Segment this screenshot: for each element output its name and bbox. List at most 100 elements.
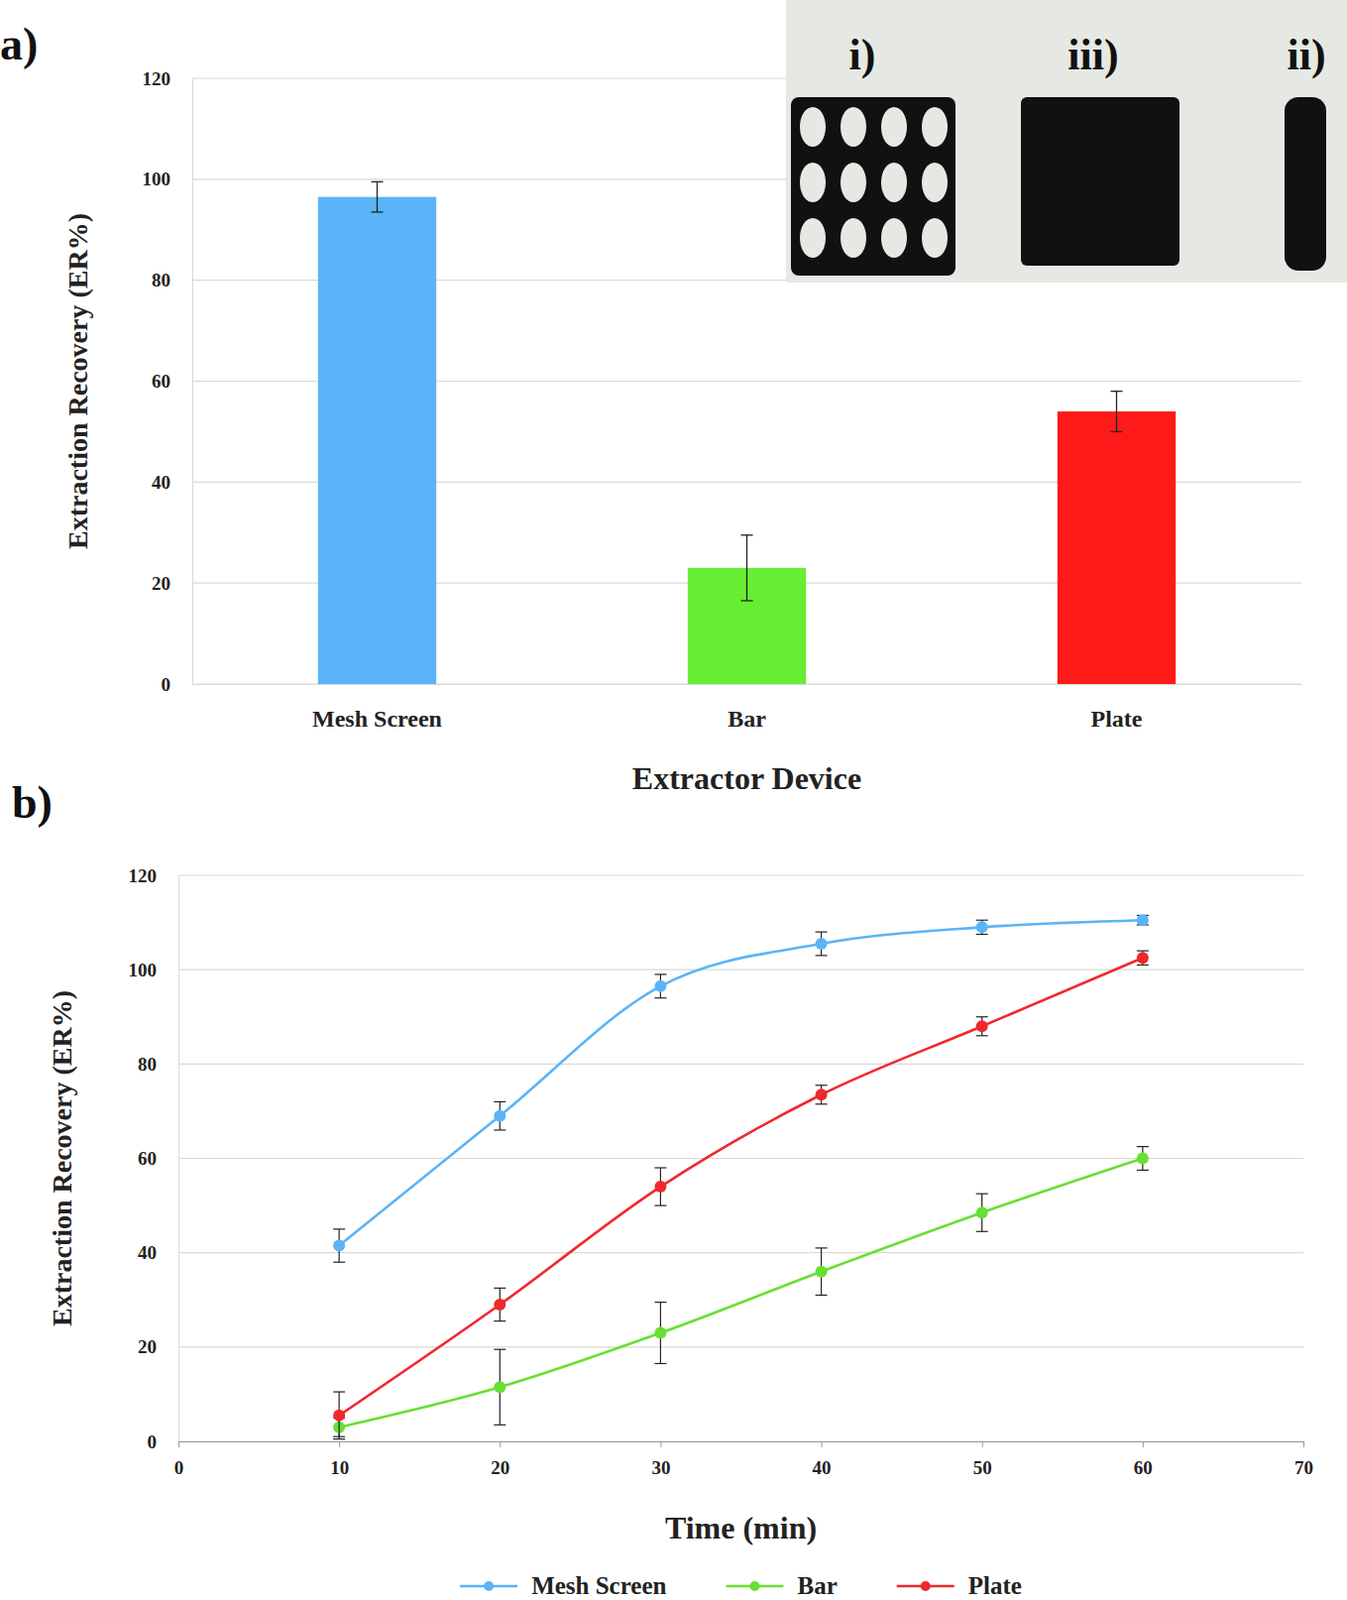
legend-item: Mesh Screen (459, 1571, 667, 1599)
error-bar-part (1136, 964, 1149, 966)
error-bar-part (333, 1438, 345, 1440)
inset-photo: i) iii) ii) (785, 0, 1347, 283)
error-bar-part (654, 973, 667, 975)
point (815, 1265, 828, 1278)
grid-line (178, 969, 1304, 971)
error-bar-part (493, 1348, 506, 1350)
y-tick: 0 (161, 673, 194, 695)
chart-b: 020406080100120010203040506070b)Time (mi… (11, 777, 1314, 1599)
error-bar (976, 1193, 989, 1232)
error-bar-part (371, 211, 384, 213)
error-bar-part (815, 930, 828, 932)
y-axis-line (178, 876, 180, 1443)
error-bar (815, 1247, 828, 1296)
x-tick: Mesh Screen (312, 683, 443, 732)
mesh-device (790, 97, 956, 276)
x-axis: 010203040506070 (174, 1441, 1314, 1478)
mesh-hole (921, 162, 948, 203)
point (815, 937, 828, 950)
y-tick-label: 60 (137, 1147, 157, 1169)
error-bar-part (976, 1015, 989, 1017)
y-tick-label: 80 (137, 1053, 157, 1075)
error-bar-part (746, 535, 748, 601)
mesh-hole (840, 107, 867, 147)
error-bar-part (815, 1103, 828, 1105)
x-tick-mark (660, 1441, 662, 1448)
y-axis-title: Extraction Recovery (ER%) (46, 990, 78, 1327)
y-tick: 80 (151, 269, 193, 291)
legend-label: Bar (796, 1571, 837, 1599)
error-bar-part (654, 1204, 667, 1206)
y-axis: 020406080100120 (128, 865, 180, 1453)
error-bar (654, 1302, 667, 1364)
y-tick: 0 (147, 1431, 180, 1453)
y-axis-line (192, 79, 194, 685)
error-bar-part (654, 1301, 667, 1303)
line (338, 919, 1143, 1245)
x-tick: 40 (812, 1441, 832, 1478)
mesh-hole (799, 162, 826, 203)
error-bar-part (1111, 390, 1123, 392)
error-bar (976, 1016, 989, 1036)
x-tick-label: 70 (1294, 1457, 1314, 1478)
y-tick-label: 0 (147, 1431, 158, 1453)
error-bar-part (654, 1166, 667, 1168)
point (976, 1019, 989, 1032)
mesh-hole (799, 218, 826, 258)
inset-label: i) (849, 30, 877, 80)
panel-label: b) (11, 777, 53, 828)
chart-a: 020406080100120Mesh ScreenBarPlatea)Extr… (0, 0, 1347, 796)
point (1136, 1152, 1149, 1165)
grid-line (178, 1063, 1304, 1065)
error-bar (976, 919, 989, 934)
y-axis-title: Extraction Recovery (ER%) (62, 213, 94, 550)
error-bar-part (976, 919, 989, 921)
error-bar-part (976, 1193, 989, 1195)
error-bar-part (333, 1261, 345, 1263)
error-bar-part (976, 933, 989, 935)
legend-label: Mesh Screen (531, 1571, 667, 1599)
bar-device (1284, 97, 1327, 271)
error-bar-part (333, 1390, 345, 1392)
error-bar (493, 1348, 506, 1425)
error-bar (815, 931, 828, 956)
y-tick: 20 (137, 1336, 179, 1357)
inset-label: iii) (1067, 30, 1119, 80)
error-bar (371, 181, 384, 213)
plot-area (333, 913, 1149, 1439)
x-tick-mark (1142, 1441, 1144, 1448)
error-bar-part (654, 997, 667, 999)
error-bar (333, 1229, 345, 1262)
x-tick: 30 (651, 1441, 671, 1478)
error-bar (1111, 391, 1123, 433)
point (1136, 951, 1149, 964)
x-tick-label: 20 (490, 1457, 510, 1478)
grid-line (178, 1346, 1304, 1347)
point (654, 980, 667, 993)
grid-line (178, 1157, 1304, 1159)
line (338, 1158, 1143, 1428)
error-bar-part (376, 181, 378, 213)
x-tick: 60 (1133, 1441, 1153, 1478)
y-tick: 100 (128, 959, 180, 981)
grid-line (178, 874, 1304, 876)
legend: Mesh Screen Bar Plate (459, 1571, 1022, 1599)
error-bar (654, 1167, 667, 1206)
error-bar-part (371, 181, 384, 183)
point (976, 1206, 989, 1219)
point (654, 1180, 667, 1193)
point (493, 1380, 506, 1393)
x-tick: 20 (490, 1441, 510, 1478)
legend-item: Bar (725, 1571, 837, 1599)
mesh-hole (881, 107, 907, 147)
legend-item: Plate (897, 1571, 1022, 1599)
y-tick-label: 40 (151, 471, 171, 493)
x-axis-line (193, 683, 1303, 685)
point (1136, 913, 1149, 926)
mesh-hole (799, 107, 826, 147)
x-axis-title: Time (min) (665, 1509, 817, 1546)
error-bar-part (976, 1231, 989, 1233)
mesh-hole (840, 162, 867, 203)
inset-label: ii) (1286, 30, 1326, 80)
error-bar-part (1136, 1145, 1149, 1147)
